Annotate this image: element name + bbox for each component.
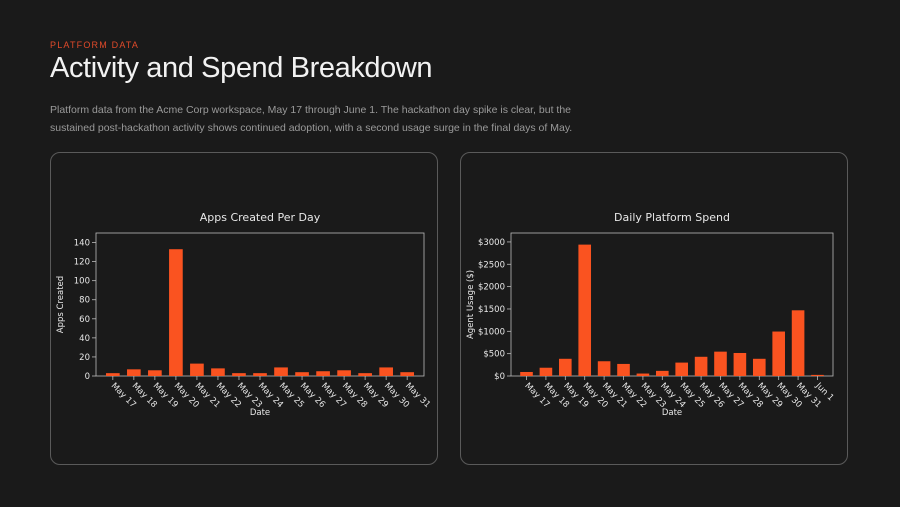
y-tick-label: $0 <box>494 372 505 382</box>
eyebrow-label: PLATFORM DATA <box>50 40 140 50</box>
y-axis-label: Apps Created <box>56 276 66 333</box>
bar <box>520 371 533 376</box>
bar <box>597 361 611 376</box>
y-tick-label: 20 <box>79 353 90 363</box>
bar <box>617 363 630 376</box>
bar <box>105 373 120 376</box>
y-tick-label: 120 <box>74 258 90 268</box>
y-tick-label: 100 <box>74 277 90 287</box>
y-tick-label: 80 <box>79 296 90 306</box>
plot-frame <box>510 232 834 377</box>
bar <box>578 244 592 376</box>
y-tick-label: 40 <box>79 334 90 344</box>
bar <box>539 367 553 376</box>
bar <box>274 367 288 376</box>
page-subtitle: Platform data from the Acme Corp workspa… <box>50 104 573 134</box>
chart-title: Apps Created Per Day <box>200 211 321 224</box>
bar <box>811 374 824 376</box>
bar <box>733 352 747 376</box>
page-title: Activity and Spend Breakdown <box>50 52 433 84</box>
bar <box>190 363 204 376</box>
y-tick-label: $3000 <box>478 238 505 248</box>
platform-spend-chart-card: Daily Platform Spend $0 $500 $1000 $1500 $200… <box>460 152 848 465</box>
apps-created-chart-card: Apps Created Per Day 0 20 40 60 80 100 120 140 Ma… <box>50 152 438 465</box>
bar <box>127 369 141 376</box>
bar <box>714 351 727 376</box>
bar <box>636 373 650 376</box>
platform-spend-chart: Daily Platform Spend $0 $500 $1000 $1500 $200… <box>466 211 836 418</box>
y-tick-label: $1000 <box>478 327 505 337</box>
bar <box>694 356 708 376</box>
y-tick-label: 140 <box>74 239 90 249</box>
y-tick-label: $2000 <box>478 283 505 293</box>
bar <box>232 373 246 376</box>
bar <box>400 372 415 376</box>
apps-created-chart: Apps Created Per Day020406080100120140Ma… <box>56 211 432 418</box>
bar <box>169 249 183 376</box>
bar <box>295 372 309 376</box>
bar <box>253 373 267 376</box>
bar <box>559 358 572 376</box>
bar <box>358 373 372 376</box>
bar <box>379 367 393 376</box>
y-tick-label: $2500 <box>478 260 505 270</box>
chart-title: Daily Platform Spend <box>614 211 730 224</box>
bar <box>791 310 805 376</box>
x-axis-label: Date <box>250 408 270 418</box>
bar <box>211 368 225 376</box>
y-tick-label: 0 <box>85 372 90 382</box>
bar <box>655 370 669 376</box>
bar <box>675 362 689 376</box>
y-tick-label: $500 <box>483 350 505 360</box>
x-axis-label: Date <box>662 408 682 418</box>
y-tick-label: $1500 <box>478 305 505 315</box>
y-tick-label: 60 <box>79 315 90 325</box>
y-axis-label: Agent Usage ($) <box>466 270 476 339</box>
bar <box>316 371 330 376</box>
bar <box>772 331 785 376</box>
bar <box>148 370 162 376</box>
plot-frame <box>95 232 425 377</box>
bar <box>337 370 351 376</box>
bar <box>752 358 766 376</box>
